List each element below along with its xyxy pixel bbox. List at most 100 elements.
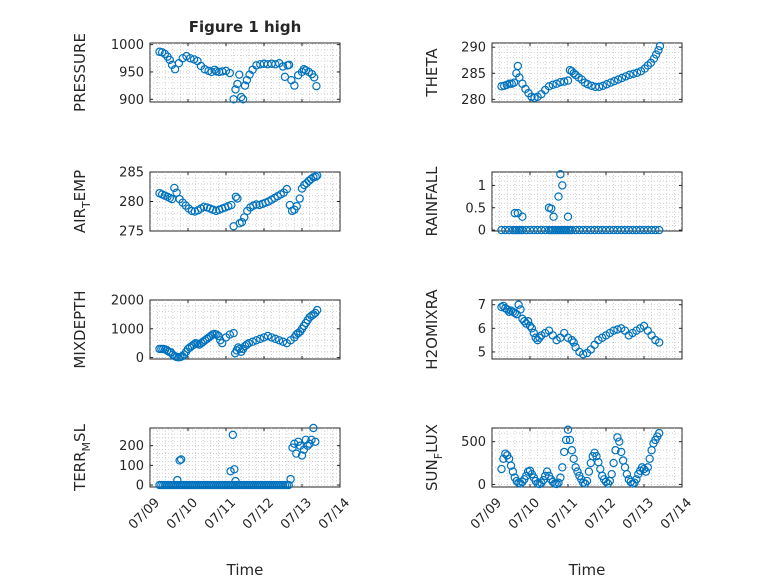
x-tick-label: 07/12 — [240, 495, 277, 532]
data-point — [233, 79, 242, 89]
data-point — [290, 81, 299, 90]
data-point — [563, 425, 573, 434]
data-point — [505, 79, 514, 88]
data-point — [655, 225, 664, 235]
data-point — [309, 423, 318, 433]
data-point — [582, 476, 592, 486]
data-point — [309, 73, 319, 82]
data-point — [160, 49, 170, 59]
data-point — [643, 463, 653, 472]
data-point — [513, 61, 523, 71]
data-point — [651, 50, 661, 59]
data-point — [544, 82, 554, 91]
data-point — [548, 80, 558, 89]
data-point — [225, 330, 234, 339]
y-tick-label: 6 — [478, 322, 486, 337]
data-point — [535, 333, 544, 342]
data-point — [236, 92, 246, 102]
data-point — [292, 449, 301, 458]
data-point — [556, 473, 565, 482]
x-axis-label: Time — [568, 561, 606, 579]
y-tick-label: 100 — [119, 459, 144, 474]
data-point — [579, 350, 588, 359]
y-tick-label: 280 — [119, 195, 144, 210]
data-point — [263, 331, 272, 341]
y-axis-label: H2OMIXRA — [423, 289, 441, 370]
y-tick-label: 2000 — [111, 294, 144, 309]
y-tick-label: 1000 — [111, 38, 144, 53]
data-point — [531, 333, 540, 342]
data-point — [226, 467, 235, 476]
y-axis-label: AIRTEMP — [71, 170, 93, 233]
data-point — [601, 477, 611, 487]
data-point — [286, 474, 295, 484]
data-point — [655, 338, 664, 347]
data-point — [594, 82, 604, 92]
axes-2: 280 285 290 THETA — [423, 41, 683, 108]
data-point — [621, 72, 630, 81]
data-point — [560, 447, 569, 457]
x-tick-label: 07/14 — [316, 495, 353, 532]
data-point — [217, 67, 227, 76]
data-point — [252, 61, 261, 70]
data-point — [229, 95, 238, 104]
data-point — [518, 212, 527, 221]
x-tick-label: 07/09 — [126, 495, 163, 532]
data-point — [248, 337, 257, 346]
data-point — [306, 174, 316, 184]
data-point — [609, 458, 618, 468]
data-point — [267, 333, 276, 342]
y-tick-label: 0 — [136, 351, 144, 366]
data-point — [654, 46, 663, 55]
data-point — [602, 80, 611, 89]
data-point — [187, 206, 196, 216]
data-point — [560, 77, 569, 86]
data-point — [641, 467, 651, 476]
data-point — [504, 307, 514, 316]
y-tick-label: 200 — [119, 439, 144, 454]
data-point — [294, 437, 303, 446]
x-tick-label: 07/09 — [468, 495, 505, 532]
data-point — [514, 300, 523, 309]
data-point — [622, 469, 632, 479]
x-tick-label: 07/10 — [164, 495, 201, 532]
data-point — [302, 179, 311, 188]
x-axis-label: Time — [226, 561, 264, 579]
data-point — [299, 65, 309, 74]
axes-1: 900 950 1000 PRESSURE — [71, 33, 341, 112]
y-axis-label: MIXDEPTH — [71, 290, 89, 368]
data-point — [556, 77, 565, 87]
data-point — [311, 172, 320, 181]
data-point — [567, 335, 577, 345]
y-tick-label: 0 — [478, 224, 486, 239]
data-point — [537, 478, 546, 487]
data-point — [186, 54, 195, 63]
data-point — [280, 72, 290, 82]
data-point — [655, 41, 665, 51]
data-point — [497, 464, 506, 474]
data-point — [176, 455, 186, 464]
data-point — [311, 437, 320, 446]
data-point — [231, 476, 240, 486]
data-point — [607, 469, 616, 479]
data-point — [292, 202, 301, 211]
y-tick-label: 290 — [461, 41, 486, 56]
data-point — [565, 435, 575, 445]
data-point — [655, 428, 664, 438]
y-tick-label: 285 — [461, 67, 486, 82]
data-point — [615, 437, 624, 446]
data-point — [561, 435, 571, 445]
data-point — [173, 475, 182, 485]
data-point — [199, 202, 209, 212]
data-point — [229, 328, 238, 338]
data-point — [297, 451, 307, 460]
data-point — [584, 467, 594, 476]
y-axis-label: THETA — [423, 48, 441, 98]
y-tick-label: 0.5 — [465, 201, 486, 216]
y-tick-label: 275 — [119, 225, 144, 240]
data-point — [228, 430, 238, 440]
data-point — [313, 305, 322, 315]
y-tick-label: 950 — [119, 65, 144, 80]
data-point — [527, 324, 537, 333]
